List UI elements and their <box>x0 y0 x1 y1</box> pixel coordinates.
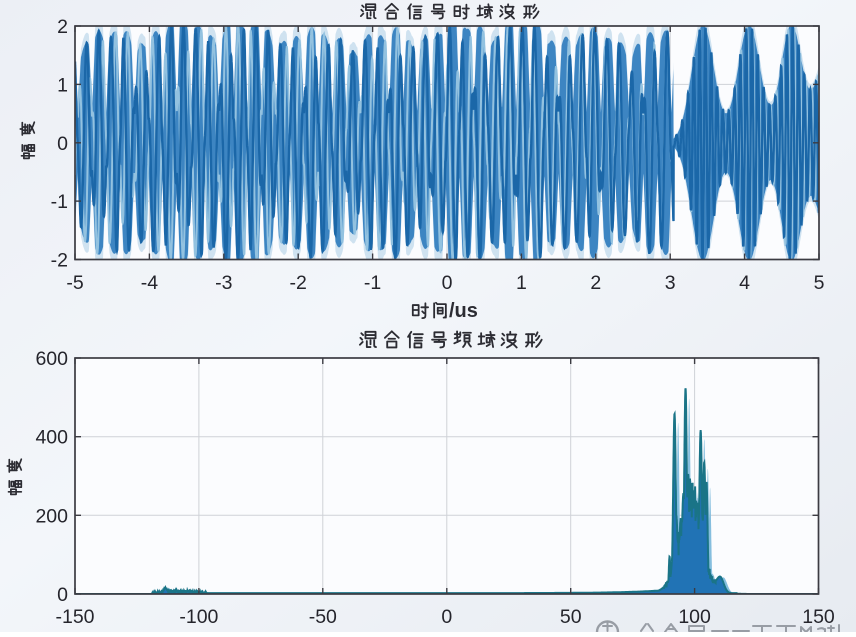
svg-text:-150: -150 <box>55 606 94 628</box>
svg-text:3: 3 <box>665 272 676 294</box>
svg-text:200: 200 <box>35 505 68 527</box>
svg-text:1: 1 <box>57 74 68 96</box>
svg-text:-2: -2 <box>290 272 307 294</box>
svg-text:-1: -1 <box>51 191 68 213</box>
svg-text:0: 0 <box>57 133 68 155</box>
svg-text:4: 4 <box>739 272 750 294</box>
svg-text:-100: -100 <box>179 606 218 628</box>
svg-text:0: 0 <box>441 606 452 628</box>
svg-text:2: 2 <box>590 272 601 294</box>
svg-text:-3: -3 <box>215 272 232 294</box>
svg-text:50: 50 <box>560 606 582 628</box>
svg-text:-5: -5 <box>66 272 83 294</box>
svg-text:150: 150 <box>802 606 835 628</box>
svg-text:/us: /us <box>449 300 478 322</box>
svg-text:5: 5 <box>814 272 825 294</box>
svg-text:2: 2 <box>57 16 68 38</box>
svg-text:1: 1 <box>516 272 527 294</box>
svg-text:600: 600 <box>35 348 68 370</box>
svg-text:-50: -50 <box>309 606 337 628</box>
svg-text:0: 0 <box>57 584 68 606</box>
svg-text:-1: -1 <box>364 272 381 294</box>
svg-text:100: 100 <box>678 606 711 628</box>
svg-text:-2: -2 <box>51 250 68 272</box>
svg-text:-4: -4 <box>141 272 158 294</box>
svg-text:400: 400 <box>35 427 68 449</box>
svg-text:0: 0 <box>442 272 453 294</box>
